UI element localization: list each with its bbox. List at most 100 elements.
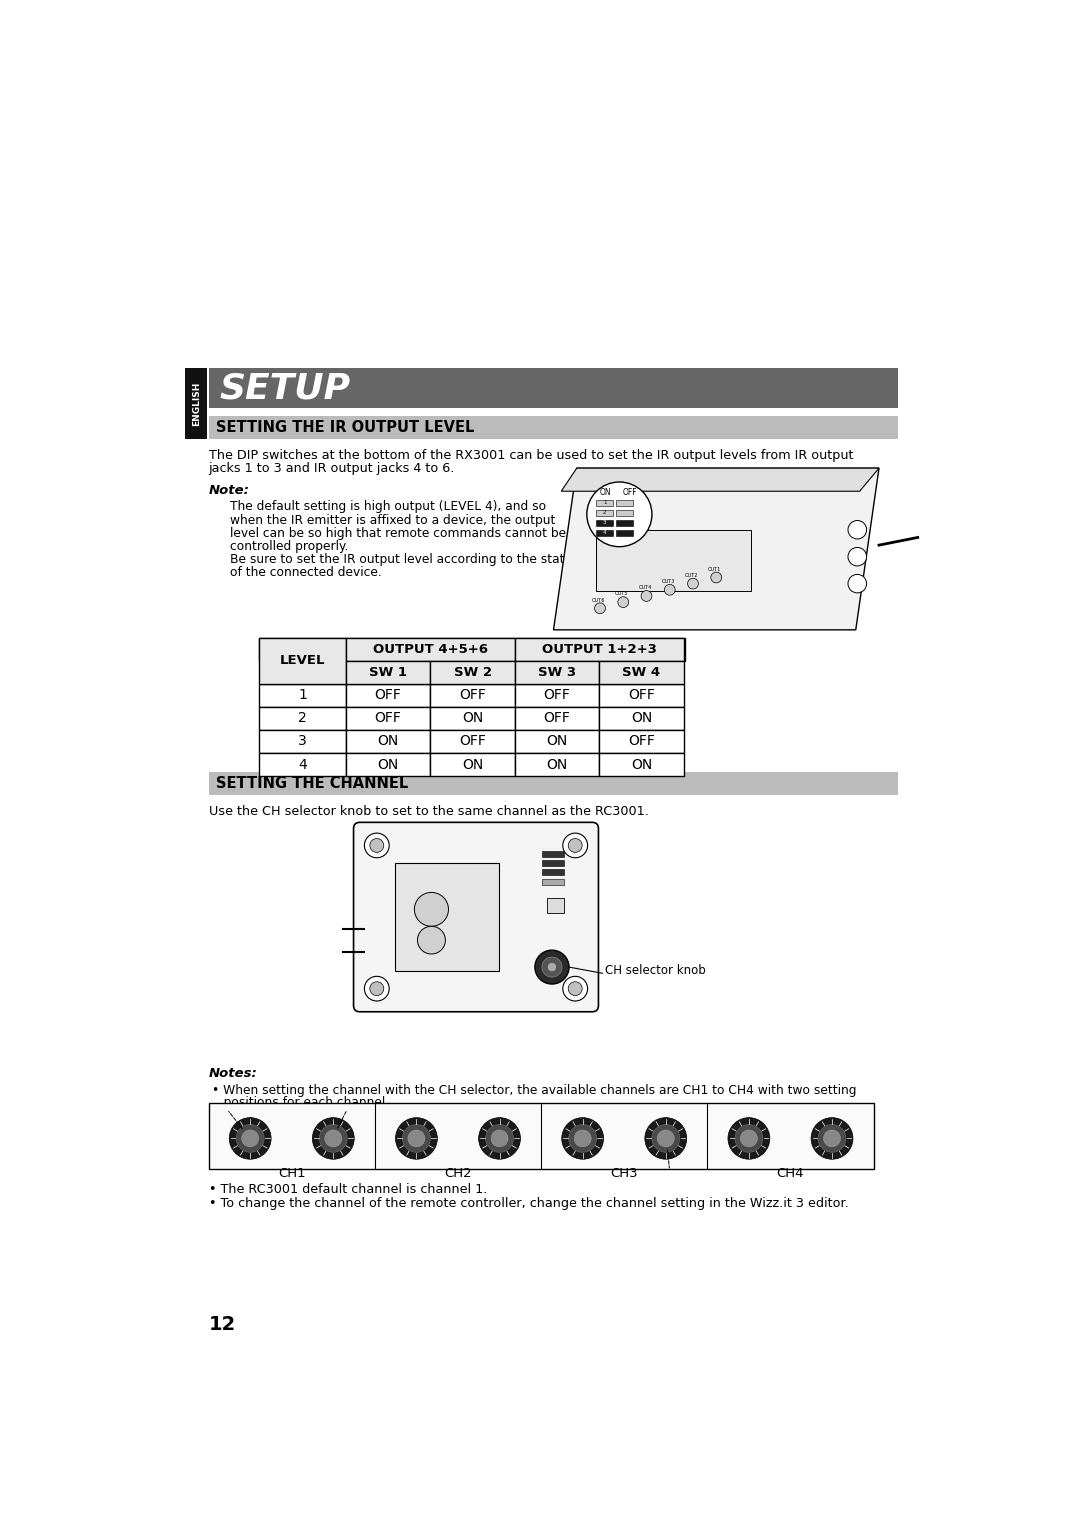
- Bar: [208, 1104, 874, 1168]
- Circle shape: [364, 834, 389, 858]
- Circle shape: [811, 1118, 853, 1159]
- Text: OUT1: OUT1: [708, 567, 721, 571]
- Text: ON: ON: [546, 734, 568, 748]
- Bar: [596, 510, 613, 516]
- Text: 2: 2: [603, 510, 606, 515]
- Text: 4: 4: [603, 530, 606, 536]
- Text: 2: 2: [298, 712, 307, 725]
- Circle shape: [237, 1124, 265, 1153]
- Bar: [515, 638, 684, 661]
- Circle shape: [491, 1130, 508, 1147]
- Bar: [515, 661, 599, 684]
- Text: OFF: OFF: [459, 734, 486, 748]
- Text: ENGLISH: ENGLISH: [192, 382, 201, 426]
- Text: 1: 1: [603, 501, 606, 505]
- Text: OUT2: OUT2: [685, 573, 698, 577]
- Bar: [542, 860, 564, 866]
- Bar: [515, 707, 599, 730]
- Text: controlled properly.: controlled properly.: [230, 539, 349, 553]
- Text: 3: 3: [603, 521, 606, 525]
- Circle shape: [486, 1124, 513, 1153]
- Bar: [617, 510, 633, 516]
- Bar: [515, 684, 599, 707]
- Text: SW 2: SW 2: [454, 666, 491, 678]
- Circle shape: [569, 1124, 596, 1153]
- Circle shape: [418, 927, 445, 954]
- Text: ON: ON: [631, 712, 652, 725]
- Text: The DIP switches at the bottom of the RX3001 can be used to set the IR output le: The DIP switches at the bottom of the RX…: [208, 449, 853, 461]
- Bar: [346, 661, 430, 684]
- Circle shape: [542, 957, 562, 977]
- Text: SETTING THE CHANNEL: SETTING THE CHANNEL: [216, 776, 408, 791]
- Circle shape: [586, 483, 652, 547]
- Text: of the connected device.: of the connected device.: [230, 567, 382, 579]
- Text: ON: ON: [462, 712, 483, 725]
- Circle shape: [325, 1130, 342, 1147]
- Circle shape: [415, 892, 448, 927]
- Circle shape: [848, 548, 866, 567]
- Text: SW 4: SW 4: [622, 666, 661, 678]
- Circle shape: [823, 1130, 840, 1147]
- Circle shape: [548, 964, 556, 971]
- Text: SETUP: SETUP: [219, 371, 351, 405]
- Circle shape: [652, 1124, 679, 1153]
- Circle shape: [395, 1118, 437, 1159]
- Text: • The RC3001 default channel is channel 1.: • The RC3001 default channel is channel …: [208, 1183, 487, 1196]
- Bar: [596, 499, 613, 505]
- Bar: [208, 368, 899, 408]
- Text: OFF: OFF: [375, 712, 402, 725]
- Bar: [515, 730, 599, 753]
- Circle shape: [658, 1130, 674, 1147]
- Text: Notes:: Notes:: [208, 1067, 257, 1080]
- Text: ON: ON: [631, 757, 652, 771]
- Text: when the IR emitter is affixed to a device, the output: when the IR emitter is affixed to a devi…: [230, 513, 556, 527]
- Circle shape: [242, 1130, 259, 1147]
- Bar: [186, 368, 207, 438]
- Bar: [599, 661, 684, 684]
- Bar: [346, 638, 515, 661]
- Bar: [346, 684, 430, 707]
- Bar: [430, 730, 515, 753]
- Bar: [394, 863, 499, 971]
- Text: OFF: OFF: [629, 734, 654, 748]
- Polygon shape: [554, 469, 879, 629]
- Circle shape: [711, 573, 721, 583]
- Text: 3: 3: [298, 734, 307, 748]
- Text: Be sure to set the IR output level according to the status: Be sure to set the IR output level accor…: [230, 553, 579, 567]
- Text: • To change the channel of the remote controller, change the channel setting in : • To change the channel of the remote co…: [208, 1197, 849, 1209]
- Circle shape: [568, 982, 582, 996]
- Bar: [259, 753, 346, 776]
- Text: OUT6: OUT6: [592, 597, 605, 603]
- Circle shape: [642, 591, 652, 602]
- Circle shape: [595, 603, 606, 614]
- Circle shape: [688, 579, 699, 589]
- Circle shape: [403, 1124, 430, 1153]
- Circle shape: [575, 1130, 591, 1147]
- Text: SW 3: SW 3: [538, 666, 576, 678]
- Text: OUTPUT 4+5+6: OUTPUT 4+5+6: [373, 643, 488, 655]
- Circle shape: [848, 574, 866, 592]
- Circle shape: [562, 1118, 604, 1159]
- Bar: [259, 707, 346, 730]
- Text: OFF: OFF: [375, 689, 402, 702]
- Bar: [599, 684, 684, 707]
- Text: CH4: CH4: [777, 1167, 805, 1179]
- Circle shape: [728, 1118, 770, 1159]
- Circle shape: [478, 1118, 521, 1159]
- Text: ON: ON: [462, 757, 483, 771]
- Bar: [599, 753, 684, 776]
- Bar: [259, 638, 346, 684]
- Circle shape: [563, 834, 588, 858]
- Bar: [346, 707, 430, 730]
- Bar: [596, 519, 613, 525]
- Text: OUT3: OUT3: [662, 579, 675, 583]
- Text: 4: 4: [298, 757, 307, 771]
- Circle shape: [568, 838, 582, 852]
- Bar: [542, 878, 564, 884]
- Text: CH1: CH1: [278, 1167, 306, 1179]
- Bar: [617, 519, 633, 525]
- Text: OUT4: OUT4: [638, 585, 651, 589]
- Text: 12: 12: [208, 1315, 235, 1335]
- Bar: [515, 753, 599, 776]
- Bar: [617, 530, 633, 536]
